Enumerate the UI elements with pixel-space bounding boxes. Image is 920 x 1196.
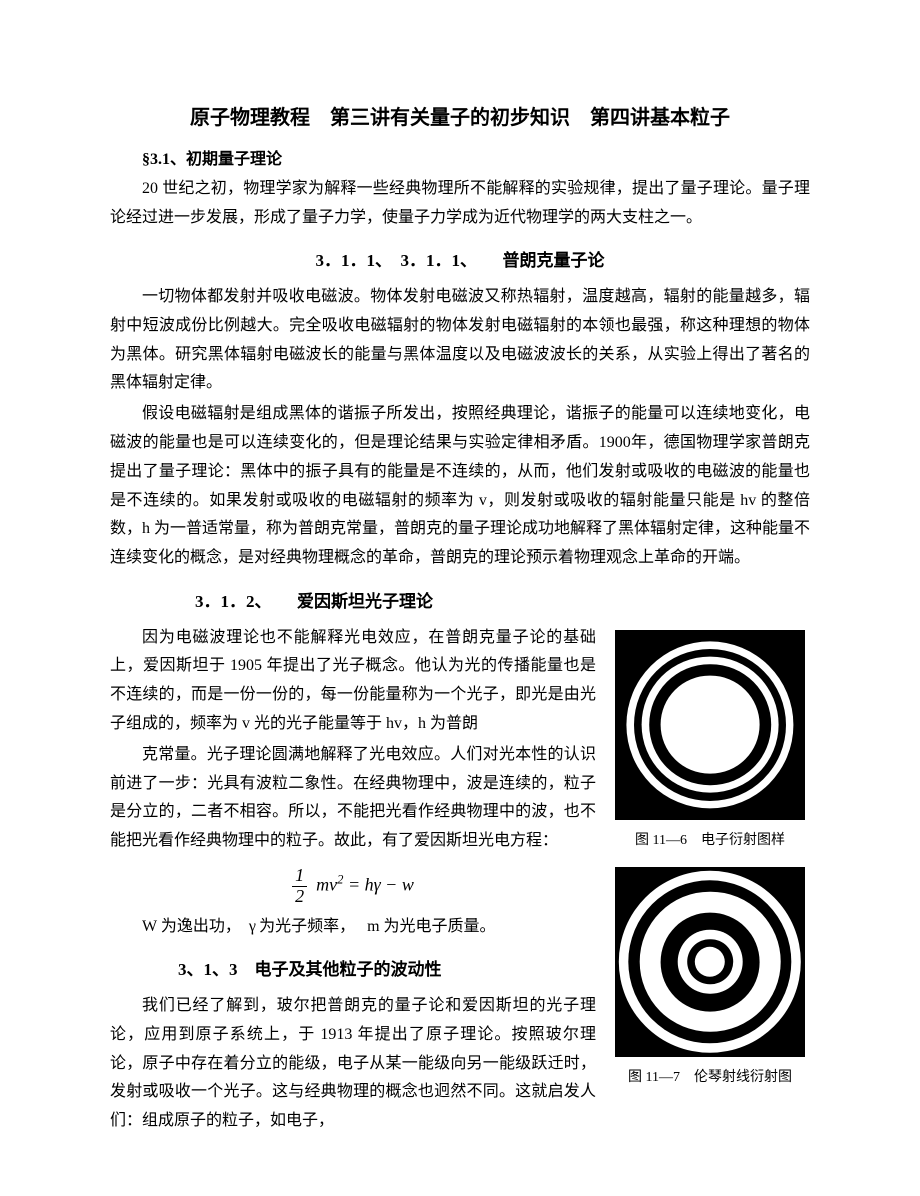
figure-11-6-container: 图 11—6 电子衍射图样 图 11—7 伦琴射线衍射图 xyxy=(610,630,810,1104)
section-312-wrap: 图 11—6 电子衍射图样 图 11—7 伦琴射线衍射图 因为电磁波理论也不能解… xyxy=(110,624,810,1138)
electron-diffraction-icon xyxy=(615,630,805,820)
heading-3-1-1: 3．1．1、 3．1．1、 普朗克量子论 xyxy=(110,246,810,277)
figure-11-7-caption: 图 11—7 伦琴射线衍射图 xyxy=(610,1065,810,1090)
page-title: 原子物理教程 第三讲有关量子的初步知识 第四讲基本粒子 xyxy=(110,100,810,136)
para-311-1: 一切物体都发射并吸收电磁波。物体发射电磁波又称热辐射，温度越高，辐射的能量越多，… xyxy=(110,283,810,398)
intro-paragraph: 20 世纪之初，物理学家为解释一些经典物理所不能解释的实验规律，提出了量子理论。… xyxy=(110,175,810,233)
heading-3-1: §3.1、初期量子理论 xyxy=(110,146,810,175)
xray-diffraction-icon xyxy=(615,867,805,1057)
heading-3-1-2: 3．1．2、 爱因斯坦光子理论 xyxy=(110,587,810,618)
para-311-2: 假设电磁辐射是组成黑体的谐振子所发出，按照经典理论，谐振子的能量可以连续地变化，… xyxy=(110,400,810,573)
figure-11-6-caption: 图 11—6 电子衍射图样 xyxy=(610,828,810,853)
